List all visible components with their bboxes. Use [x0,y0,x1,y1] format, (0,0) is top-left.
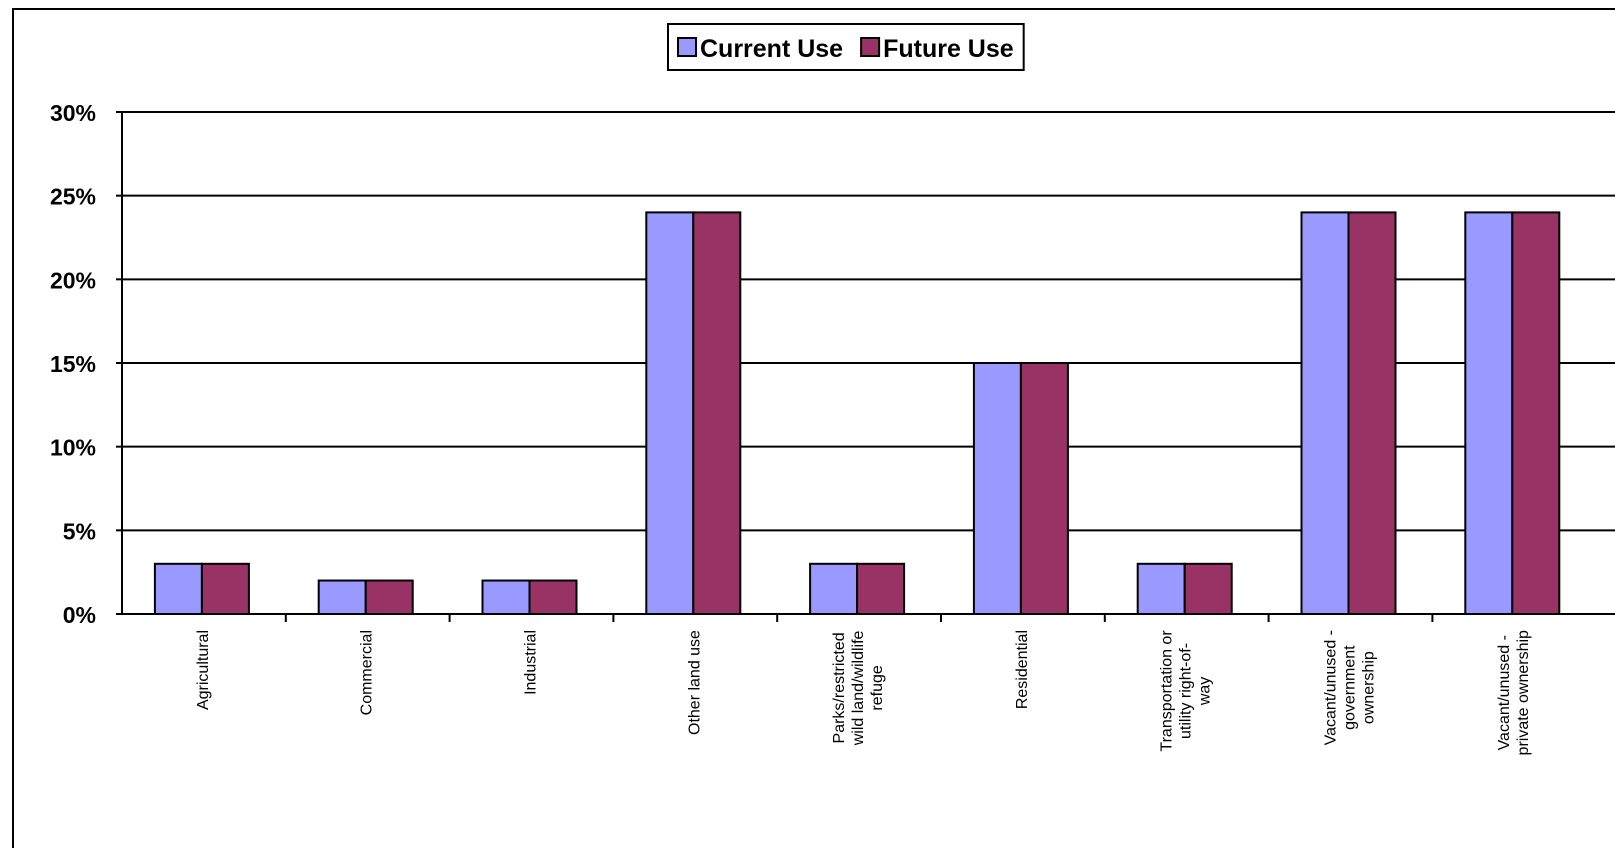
bar-future-use [1347,211,1397,615]
x-category-label: Residential [1014,630,1031,709]
legend-swatch [677,37,697,57]
bar-current-use [1300,211,1350,615]
y-tick-label: 30% [50,100,96,126]
x-category-label: Agricultural [195,630,212,710]
x-category-label: Industrial [523,630,540,695]
legend-label: Current Use [700,35,843,63]
bar-current-use [972,362,1022,615]
chart-frame [12,8,1615,848]
bar-current-use [481,579,531,615]
bar-future-use [856,562,906,615]
x-category-labels: Agricultural Commercial Industrial Other la… [195,630,1532,756]
legend-label: Future Use [883,35,1014,63]
y-tick-label: 0% [63,602,96,628]
legend-box [667,23,1025,71]
x-category-label: Parks/restricted wild land/wildlife refuge [831,630,886,746]
y-tick-labels: 0% 5% 10% 15% 20% 25% 30% [50,100,96,628]
x-category-label: Vacant/unused - private ownership [1496,630,1532,756]
legend-swatch [860,37,881,57]
bar-current-use [1464,211,1514,615]
y-tick-label: 20% [50,267,96,293]
bar-future-use [1019,362,1069,615]
y-tick-label: 25% [50,184,96,210]
y-tick-label: 15% [50,351,96,377]
bar-future-use [364,579,414,615]
x-category-label: Vacant/unused - government ownership [1323,630,1378,745]
bars [153,211,1561,615]
y-tick-label: 10% [50,435,96,461]
bar-future-use [200,562,250,615]
x-category-label: Transportation or utility right-of-way [1159,630,1214,752]
legend: Current Use Future Use [667,23,1025,71]
bar-current-use [1136,562,1186,615]
bar-future-use [1511,211,1561,615]
bar-current-use [153,562,203,615]
x-category-label: Other land use [686,630,703,735]
bar-future-use [528,579,578,615]
bar-current-use [645,211,695,615]
bar-current-use [809,562,859,615]
bar-current-use [317,579,367,615]
bar-future-use [692,211,742,615]
bar-future-use [1183,562,1233,615]
x-category-label: Commercial [359,630,376,715]
y-tick-label: 5% [63,518,96,544]
axes [116,111,1615,622]
